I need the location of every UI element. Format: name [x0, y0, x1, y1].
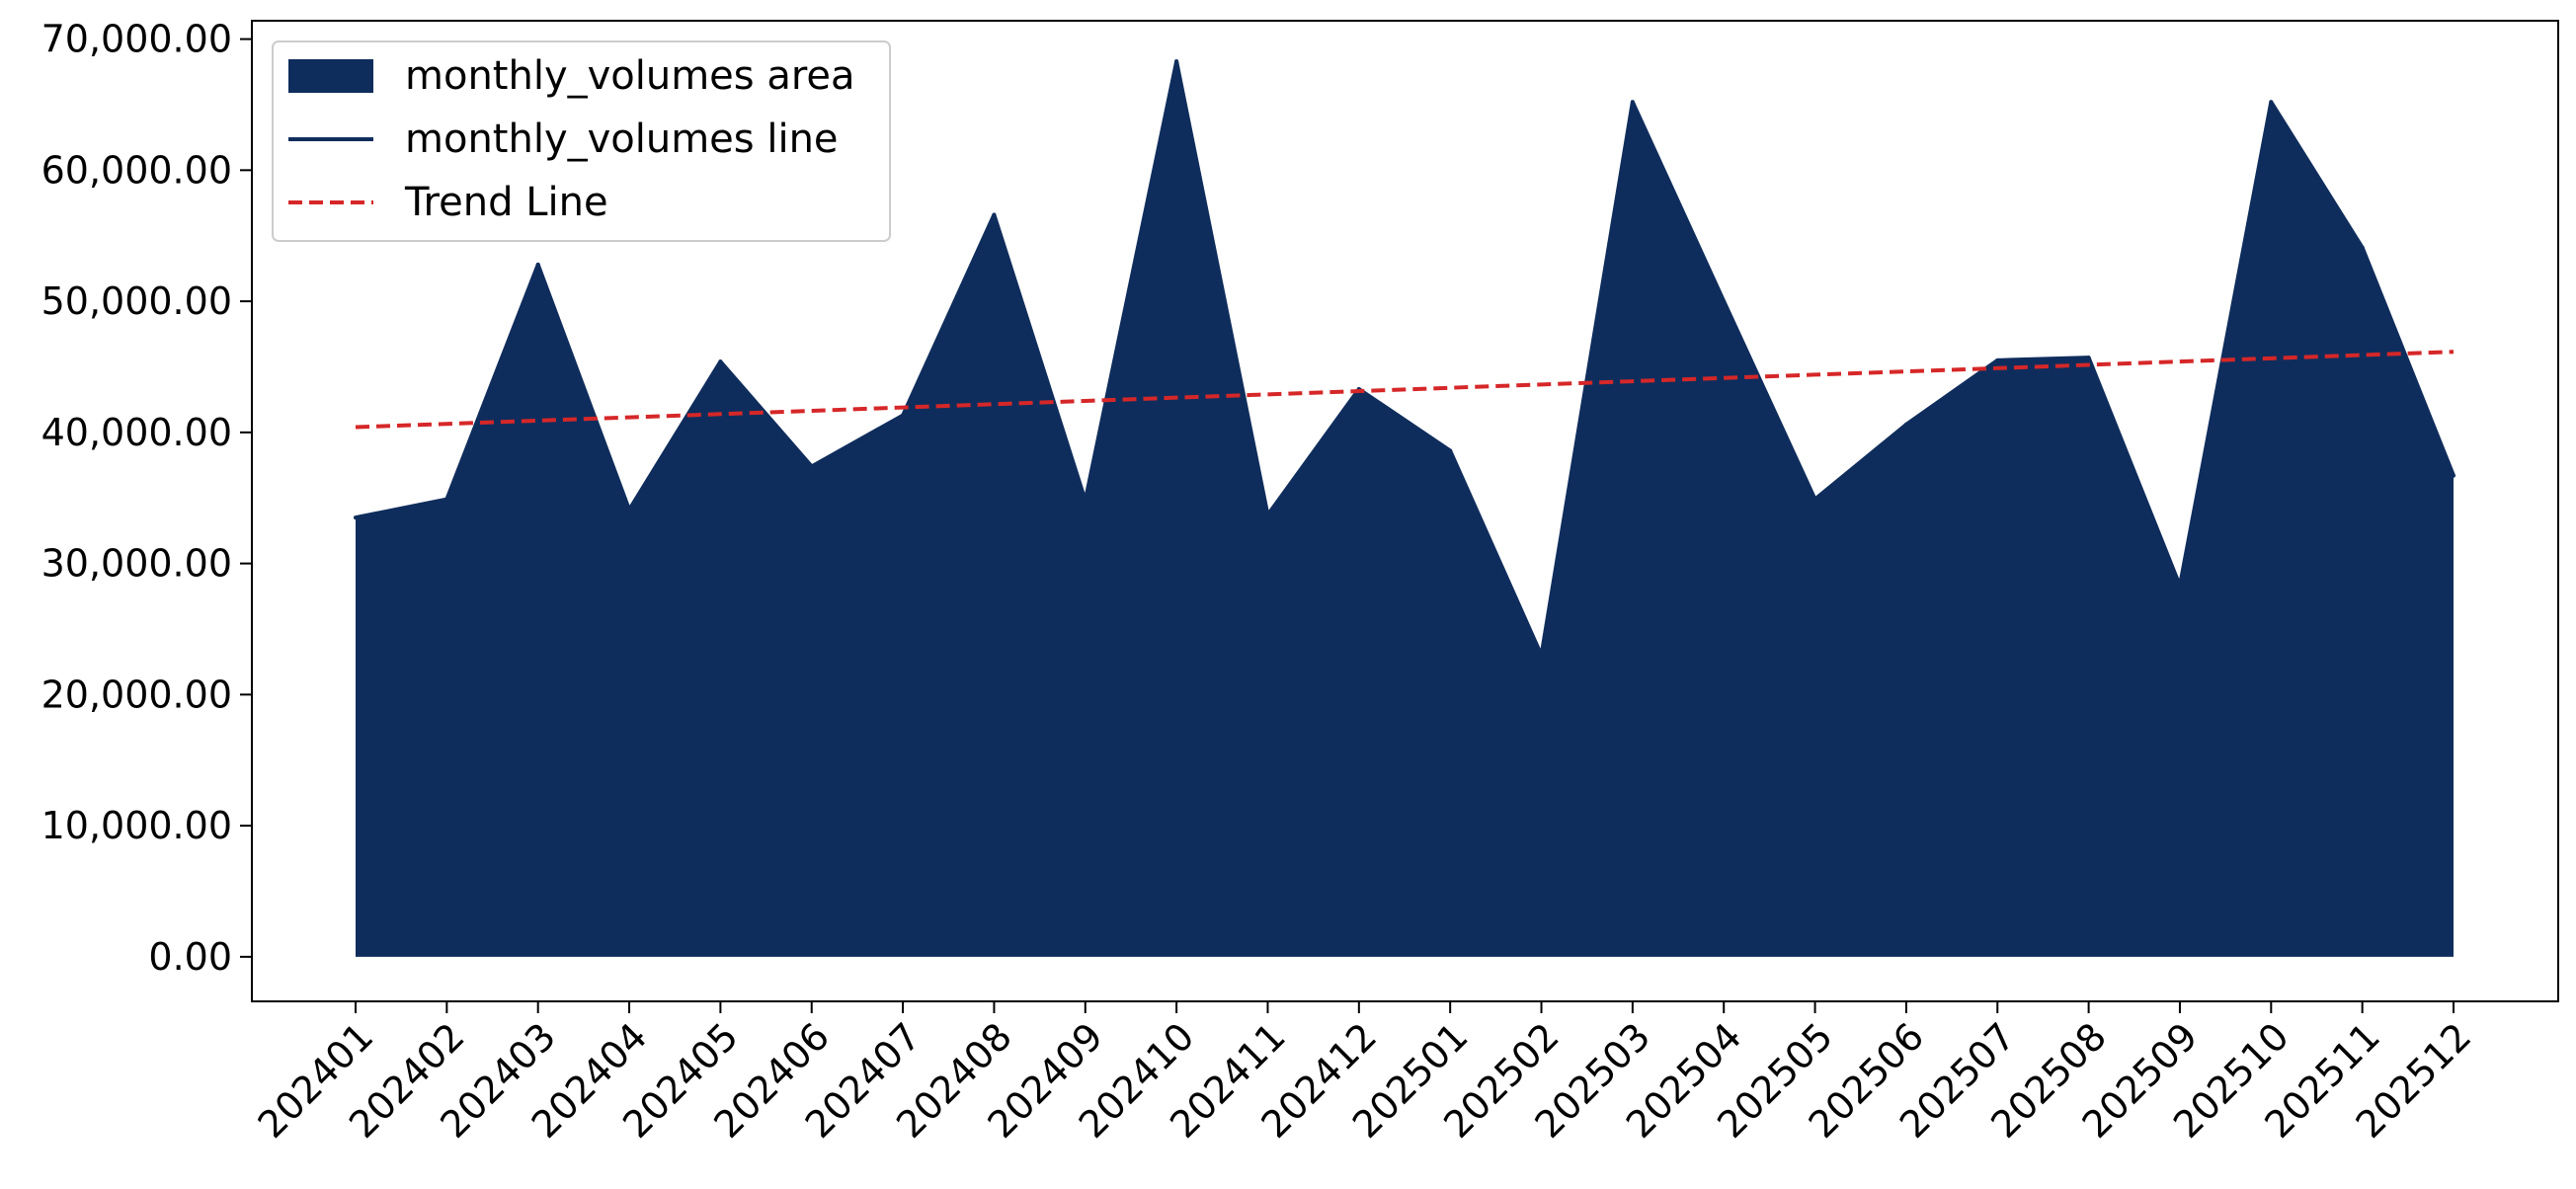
data-point-202402 [444, 497, 449, 502]
legend-box [272, 40, 891, 242]
y-tick-label: 40,000.00 [41, 411, 232, 454]
data-point-202508 [2086, 356, 2091, 360]
y-tick-label: 50,000.00 [41, 279, 232, 323]
y-tick-label: 10,000.00 [41, 804, 232, 847]
data-point-202510 [2269, 100, 2274, 105]
data-point-202502 [1539, 653, 1544, 658]
data-point-202406 [809, 464, 814, 469]
data-point-202506 [1903, 422, 1908, 427]
data-point-202503 [1630, 100, 1635, 105]
plot-area [354, 59, 2455, 957]
legend-swatch-area [288, 59, 373, 93]
data-point-202501 [1448, 448, 1453, 453]
data-point-202507 [1995, 357, 2000, 362]
data-point-202504 [1722, 299, 1727, 304]
data-point-202511 [2360, 245, 2365, 250]
y-tick-label: 0.00 [148, 935, 232, 979]
series-area-monthly-volumes [356, 61, 2454, 957]
legend-label: Trend Line [404, 180, 608, 225]
data-point-202505 [1812, 497, 1817, 502]
data-point-202404 [627, 508, 632, 513]
legend-label: monthly_volumes area [405, 53, 855, 99]
plot-frame [251, 20, 2559, 1002]
y-tick-label: 70,000.00 [41, 18, 232, 61]
data-point-202409 [1083, 498, 1087, 503]
data-point-202410 [1174, 59, 1179, 64]
legend-label: monthly_volumes line [405, 117, 839, 162]
series-trend-line [355, 350, 2455, 430]
data-point-202509 [2177, 584, 2182, 589]
legend: monthly_volumes area monthly_volumes line… [272, 40, 891, 242]
data-point-202405 [718, 359, 723, 364]
y-tick-label: 20,000.00 [41, 673, 232, 716]
y-tick-label: 30,000.00 [41, 542, 232, 586]
data-point-202407 [901, 413, 906, 418]
data-point-202408 [992, 212, 997, 217]
data-point-202403 [535, 262, 540, 267]
series-line-monthly-volumes [355, 59, 2455, 658]
data-point-202411 [1265, 513, 1270, 517]
data-point-202401 [354, 515, 358, 520]
data-point-202512 [2452, 473, 2455, 478]
y-tick-label: 60,000.00 [41, 148, 232, 192]
